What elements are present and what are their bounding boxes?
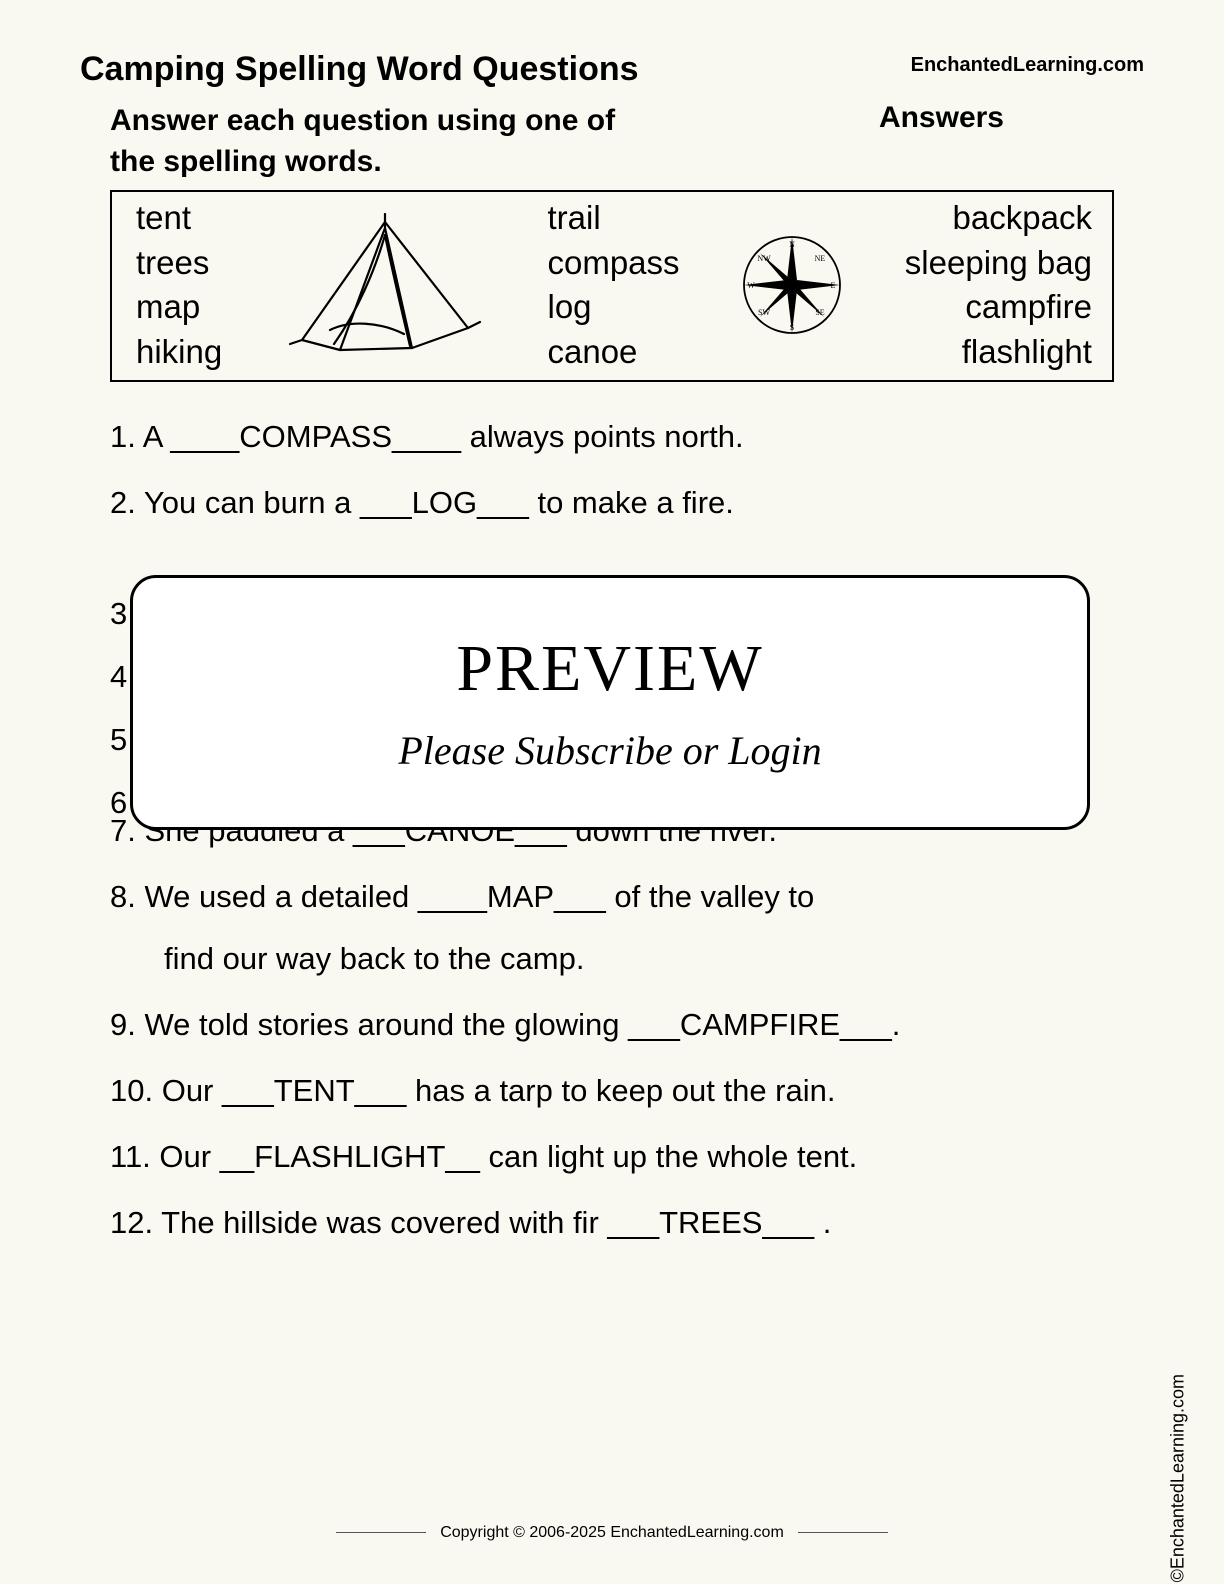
question-10: 10. Our ___TENT___ has a tarp to keep ou… bbox=[110, 1060, 1114, 1122]
word-bank-box: tent trees map hiking trail compass log … bbox=[110, 190, 1114, 382]
question-1: 1. A ____COMPASS____ always points north… bbox=[110, 406, 1114, 468]
worksheet-page: Camping Spelling Word Questions Enchante… bbox=[0, 0, 1224, 1584]
word-hiking: hiking bbox=[136, 330, 222, 375]
side-brand-text: ©EnchantedLearning.com bbox=[1167, 1374, 1188, 1582]
word-backpack: backpack bbox=[905, 196, 1092, 241]
wordbox-col-1: tent trees map hiking bbox=[136, 196, 222, 374]
word-campfire: campfire bbox=[905, 285, 1092, 330]
preview-title: PREVIEW bbox=[456, 631, 763, 707]
answers-heading: Answers bbox=[879, 101, 1004, 182]
word-canoe: canoe bbox=[547, 330, 679, 375]
word-tent: tent bbox=[136, 196, 222, 241]
svg-text:SE: SE bbox=[816, 308, 825, 317]
q5-number: 5 bbox=[110, 708, 127, 771]
question-2: 2. You can burn a ___LOG___ to make a fi… bbox=[110, 472, 1114, 534]
svg-text:S: S bbox=[790, 323, 794, 332]
page-title: Camping Spelling Word Questions bbox=[80, 50, 639, 89]
question-8-line1: 8. We used a detailed ____MAP___ of the … bbox=[110, 879, 814, 914]
tent-icon bbox=[280, 210, 490, 360]
word-map: map bbox=[136, 285, 222, 330]
question-8-line2: find our way back to the camp. bbox=[110, 928, 1114, 990]
question-8: 8. We used a detailed ____MAP___ of the … bbox=[110, 866, 1114, 990]
svg-text:NE: NE bbox=[815, 254, 826, 263]
word-compass: compass bbox=[547, 241, 679, 286]
q6-number: 6 bbox=[110, 771, 127, 834]
compass-icon: N S W E NW NE SW SE bbox=[737, 230, 847, 340]
instructions-text: Answer each question using one of the sp… bbox=[110, 101, 630, 182]
svg-text:NW: NW bbox=[758, 254, 772, 263]
wordbox-col-3: backpack sleeping bag campfire flashligh… bbox=[905, 196, 1092, 374]
question-12: 12. The hillside was covered with fir __… bbox=[110, 1192, 1114, 1254]
word-sleepingbag: sleeping bag bbox=[905, 241, 1092, 286]
word-trail: trail bbox=[547, 196, 679, 241]
obscured-question-numbers: 3 4 5 6 bbox=[110, 582, 127, 834]
svg-text:SW: SW bbox=[758, 308, 770, 317]
svg-text:E: E bbox=[831, 281, 836, 290]
preview-overlay: PREVIEW Please Subscribe or Login bbox=[130, 575, 1090, 830]
svg-text:W: W bbox=[747, 281, 755, 290]
wordbox-col-2: trail compass log canoe bbox=[547, 196, 679, 374]
word-trees: trees bbox=[136, 241, 222, 286]
question-11: 11. Our __FLASHLIGHT__ can light up the … bbox=[110, 1126, 1114, 1188]
site-name: EnchantedLearning.com bbox=[911, 54, 1144, 77]
header-row: Camping Spelling Word Questions Enchante… bbox=[80, 50, 1144, 89]
word-log: log bbox=[547, 285, 679, 330]
preview-subtitle: Please Subscribe or Login bbox=[398, 727, 821, 774]
svg-text:N: N bbox=[789, 240, 795, 249]
question-9: 9. We told stories around the glowing __… bbox=[110, 994, 1114, 1056]
copyright-text: Copyright © 2006-2025 EnchantedLearning.… bbox=[0, 1524, 1224, 1542]
q3-number: 3 bbox=[110, 582, 127, 645]
word-flashlight: flashlight bbox=[905, 330, 1092, 375]
q4-number: 4 bbox=[110, 645, 127, 708]
instruction-row: Answer each question using one of the sp… bbox=[80, 101, 1144, 182]
